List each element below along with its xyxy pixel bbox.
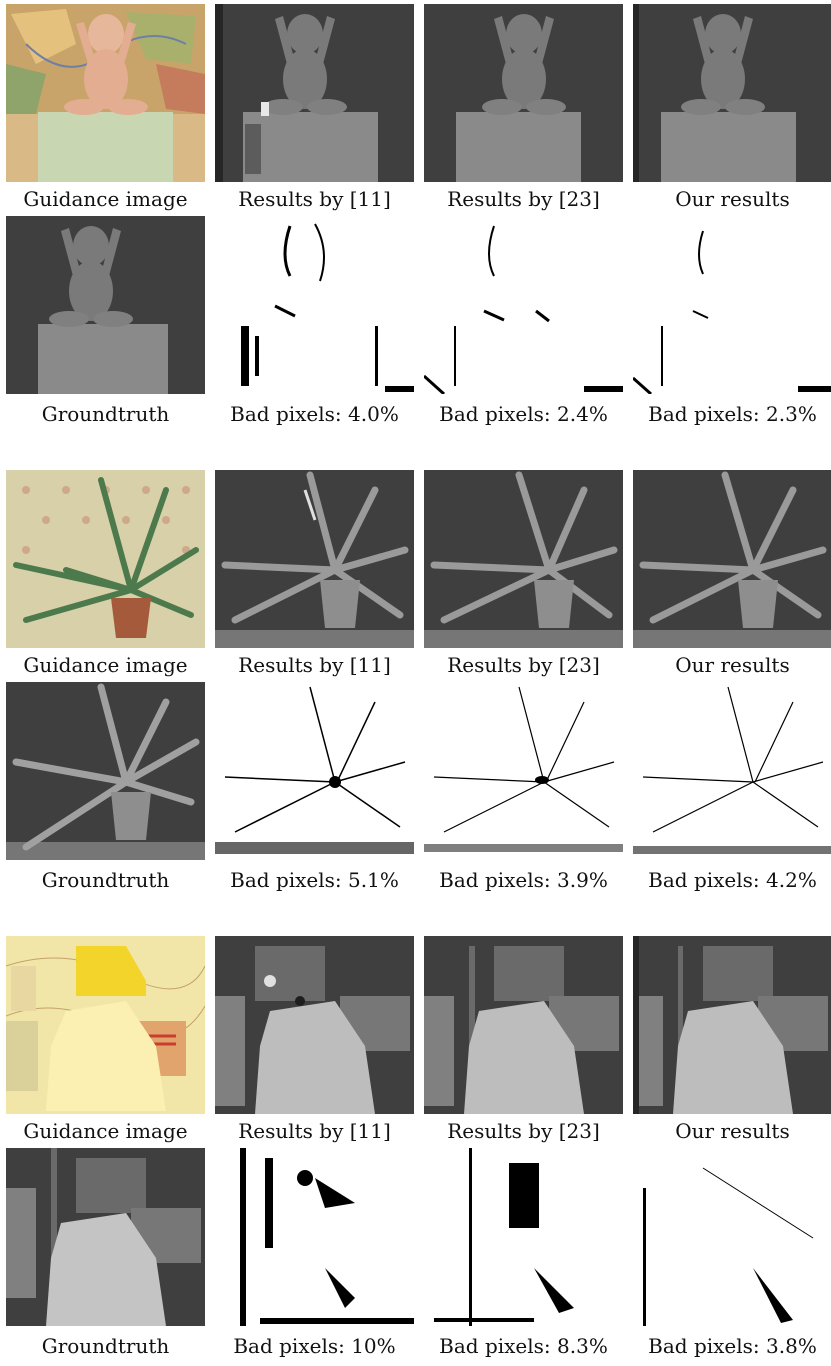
row-errors: Groundtruth Bad pixels: 5.1% — [6, 682, 831, 900]
caption-our-result: Our results — [675, 653, 790, 677]
cell-guidance: Guidance image — [6, 470, 205, 682]
cell-result-11: Results by [11] — [215, 4, 414, 216]
guidance-image — [6, 470, 205, 648]
caption-bad-pixels-ours: Bad pixels: 3.8% — [648, 1334, 817, 1358]
cell-bad-pixels-11: Bad pixels: 5.1% — [215, 682, 414, 900]
cell-result-11: Results by [11] — [215, 470, 414, 682]
caption-result-11: Results by [11] — [238, 653, 391, 677]
block-spacer — [6, 900, 831, 936]
cell-bad-pixels-23: Bad pixels: 3.9% — [424, 682, 623, 900]
bad-pixels-ours-image — [633, 216, 831, 394]
cell-guidance: Guidance image — [6, 936, 205, 1148]
caption-bad-pixels-ours: Bad pixels: 2.3% — [648, 402, 817, 426]
result-23-image — [424, 470, 623, 648]
guidance-image — [6, 4, 205, 182]
cell-bad-pixels-ours: Bad pixels: 2.3% — [633, 216, 831, 434]
result-11-image — [215, 4, 414, 182]
caption-groundtruth: Groundtruth — [41, 868, 170, 892]
caption-bad-pixels-11: Bad pixels: 5.1% — [230, 868, 399, 892]
bad-pixels-ours-image — [633, 682, 831, 860]
cell-our-result: Our results — [633, 470, 831, 682]
caption-result-23: Results by [23] — [447, 1119, 600, 1143]
caption-bad-pixels-23: Bad pixels: 3.9% — [439, 868, 608, 892]
row-errors: Groundtruth Bad pixels: 4.0% — [6, 216, 831, 434]
caption-result-11: Results by [11] — [238, 187, 391, 211]
our-result-image — [633, 470, 831, 648]
block-baby: Guidance image — [6, 4, 831, 434]
bad-pixels-11-image — [215, 682, 414, 860]
row-results: Guidance image — [6, 4, 831, 216]
caption-guidance: Guidance image — [23, 1119, 188, 1143]
cell-bad-pixels-ours: Bad pixels: 3.8% — [633, 1148, 831, 1366]
bad-pixels-11-image — [215, 1148, 414, 1326]
caption-groundtruth: Groundtruth — [41, 402, 170, 426]
row-results: Guidance image — [6, 470, 831, 682]
bad-pixels-11-image — [215, 216, 414, 394]
cell-our-result: Our results — [633, 936, 831, 1148]
cell-result-11: Results by [11] — [215, 936, 414, 1148]
cell-result-23: Results by [23] — [424, 4, 623, 216]
cell-bad-pixels-23: Bad pixels: 2.4% — [424, 216, 623, 434]
cell-groundtruth: Groundtruth — [6, 216, 205, 434]
cell-bad-pixels-11: Bad pixels: 10% — [215, 1148, 414, 1366]
caption-bad-pixels-23: Bad pixels: 8.3% — [439, 1334, 608, 1358]
cell-bad-pixels-23: Bad pixels: 8.3% — [424, 1148, 623, 1366]
result-11-image — [215, 470, 414, 648]
groundtruth-image — [6, 682, 205, 860]
cell-bad-pixels-11: Bad pixels: 4.0% — [215, 216, 414, 434]
block-aloe: Guidance image — [6, 470, 831, 900]
our-result-image — [633, 936, 831, 1114]
result-23-image — [424, 4, 623, 182]
cell-result-23: Results by [23] — [424, 470, 623, 682]
cell-guidance: Guidance image — [6, 4, 205, 216]
caption-result-23: Results by [23] — [447, 187, 600, 211]
caption-result-23: Results by [23] — [447, 653, 600, 677]
caption-result-11: Results by [11] — [238, 1119, 391, 1143]
caption-our-result: Our results — [675, 187, 790, 211]
caption-guidance: Guidance image — [23, 653, 188, 677]
caption-bad-pixels-11: Bad pixels: 4.0% — [230, 402, 399, 426]
block-art: Guidance image Results by [11] — [6, 936, 831, 1366]
caption-guidance: Guidance image — [23, 187, 188, 211]
cell-our-result: Our results — [633, 4, 831, 216]
figure-grid: Guidance image — [6, 4, 831, 1366]
result-11-image — [215, 936, 414, 1114]
bad-pixels-23-image — [424, 216, 623, 394]
cell-result-23: Results by [23] — [424, 936, 623, 1148]
row-results: Guidance image Results by [11] — [6, 936, 831, 1148]
caption-our-result: Our results — [675, 1119, 790, 1143]
result-23-image — [424, 936, 623, 1114]
groundtruth-image — [6, 216, 205, 394]
block-spacer — [6, 434, 831, 470]
groundtruth-image — [6, 1148, 205, 1326]
caption-bad-pixels-11: Bad pixels: 10% — [233, 1334, 396, 1358]
cell-bad-pixels-ours: Bad pixels: 4.2% — [633, 682, 831, 900]
cell-groundtruth: Groundtruth — [6, 1148, 205, 1366]
caption-bad-pixels-23: Bad pixels: 2.4% — [439, 402, 608, 426]
caption-groundtruth: Groundtruth — [41, 1334, 170, 1358]
caption-bad-pixels-ours: Bad pixels: 4.2% — [648, 868, 817, 892]
bad-pixels-ours-image — [633, 1148, 831, 1326]
guidance-image — [6, 936, 205, 1114]
bad-pixels-23-image — [424, 1148, 623, 1326]
bad-pixels-23-image — [424, 682, 623, 860]
row-errors: Groundtruth Bad pixels: 10% — [6, 1148, 831, 1366]
our-result-image — [633, 4, 831, 182]
cell-groundtruth: Groundtruth — [6, 682, 205, 900]
